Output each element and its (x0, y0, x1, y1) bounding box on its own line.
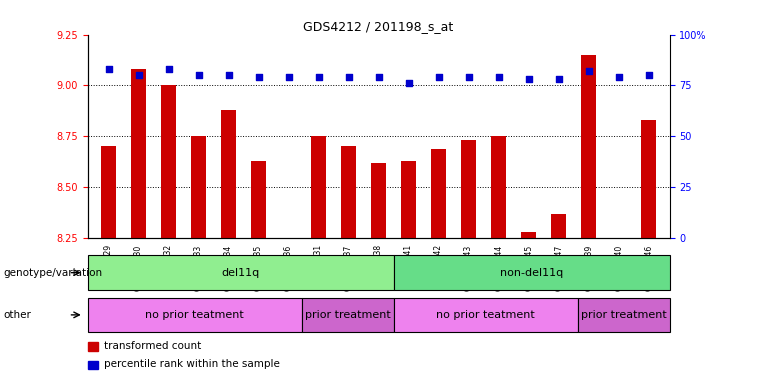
Bar (101, 147, 116, 238)
Point (193, 72, 205, 78)
Text: transformed count: transformed count (103, 341, 201, 351)
Point (642, 72, 654, 78)
Point (313, 74, 325, 80)
Text: del11q: del11q (221, 268, 260, 278)
Text: other: other (4, 310, 32, 320)
Point (372, 74, 384, 80)
Bar (642, 120, 656, 238)
Bar (131, 69, 146, 238)
Bar (88, 255, 394, 290)
Text: prior treatment: prior treatment (305, 310, 391, 320)
Point (103, 66, 115, 72)
Point (552, 76, 565, 83)
Text: no prior teatment: no prior teatment (437, 310, 535, 320)
Bar (302, 298, 394, 332)
Bar (461, 141, 476, 238)
Point (253, 74, 265, 80)
Text: non-del11q: non-del11q (500, 268, 563, 278)
Bar (401, 161, 416, 238)
Point (132, 72, 145, 78)
Text: percentile rank within the sample: percentile rank within the sample (103, 359, 280, 369)
Bar (394, 255, 670, 290)
Bar (394, 298, 578, 332)
Text: prior treatment: prior treatment (581, 310, 667, 320)
Bar (191, 136, 206, 238)
Point (432, 74, 444, 80)
Bar (88, 361, 98, 369)
Point (613, 74, 625, 80)
Bar (521, 232, 537, 238)
Bar (311, 136, 326, 238)
Bar (161, 86, 176, 238)
Point (463, 74, 475, 80)
Bar (431, 149, 446, 238)
Point (523, 76, 535, 83)
Point (403, 80, 415, 86)
Bar (551, 214, 566, 238)
Text: no prior teatment: no prior teatment (145, 310, 244, 320)
Bar (578, 298, 670, 332)
Bar (581, 55, 596, 238)
Point (282, 74, 295, 80)
Text: genotype/variation: genotype/variation (4, 268, 103, 278)
Bar (251, 161, 266, 238)
Bar (88, 342, 98, 351)
Title: GDS4212 / 201198_s_at: GDS4212 / 201198_s_at (304, 20, 454, 33)
Point (492, 74, 505, 80)
Bar (88, 298, 302, 332)
Bar (371, 163, 386, 238)
Bar (491, 136, 506, 238)
Bar (221, 110, 236, 238)
Point (583, 68, 595, 74)
Bar (341, 147, 356, 238)
Point (222, 72, 234, 78)
Point (342, 74, 355, 80)
Point (162, 66, 174, 72)
